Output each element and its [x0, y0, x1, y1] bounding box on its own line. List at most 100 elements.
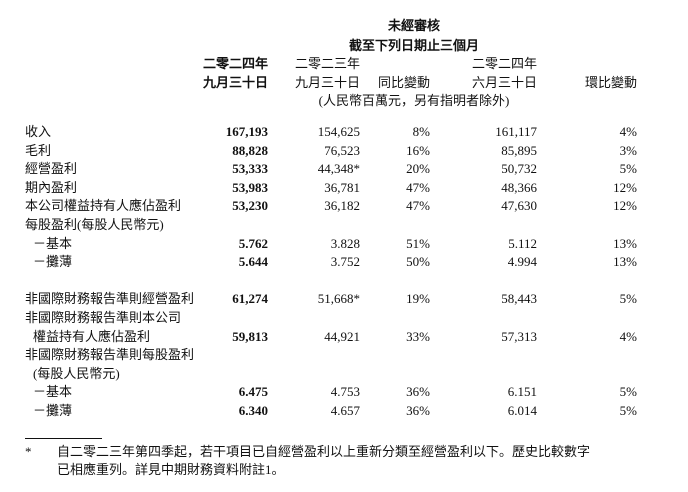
- row-label: 本公司權益持有人應佔盈利: [25, 198, 182, 214]
- table-row: 經營盈利 53,333 44,348* 20% 50,732 5%: [0, 161, 688, 179]
- cell-col2: 4.657: [330, 402, 360, 418]
- cell-col4: 47,630: [501, 198, 537, 214]
- cell-col2: 4.753: [330, 384, 360, 400]
- unaudited-heading: 未經審核: [387, 18, 441, 33]
- cell-col4: 6.014: [507, 402, 537, 418]
- row-label: 非國際財務報告準則經營盈利: [25, 291, 195, 307]
- cell-col5: 13%: [613, 254, 637, 270]
- cell-col3: 50%: [406, 254, 430, 270]
- cell-col1: 6.475: [238, 384, 268, 400]
- cell-col2: 36,781: [324, 179, 360, 195]
- col2-date: 九月三十日: [294, 75, 360, 90]
- footnote-line-1: 自二零二三年第四季起，若干項目已自經營盈利以上重新分類至經營盈利以下。歷史比較數…: [57, 444, 591, 459]
- cell-col2: 51,668*: [317, 291, 360, 307]
- row-label: 每股盈利(每股人民幣元): [25, 217, 164, 232]
- unit-note: (人民幣百萬元，另有指明者除外): [318, 93, 510, 108]
- cell-col1: 53,333: [232, 161, 268, 177]
- cell-col2: 154,625: [317, 124, 360, 139]
- table-row: (每股人民幣元): [0, 366, 688, 384]
- table-row: 期內盈利 53,983 36,781 47% 48,366 12%: [0, 180, 688, 198]
- cell-col3: 36%: [406, 384, 430, 400]
- cell-col4: 85,895: [501, 142, 537, 158]
- row-label: 收入: [25, 124, 52, 139]
- cell-col4: 6.151: [507, 384, 537, 400]
- table-row: －攤薄 5.644 3.752 50% 4.994 13%: [0, 254, 688, 272]
- row-label: (每股人民幣元): [33, 365, 120, 381]
- row-label: －攤薄: [33, 402, 73, 418]
- cell-col2: 44,348*: [317, 161, 360, 177]
- cell-col4: 48,366: [501, 179, 537, 195]
- cell-col2: 76,523: [324, 142, 360, 158]
- col2-year: 二零二三年: [294, 56, 360, 71]
- row-label: －攤薄: [33, 254, 73, 270]
- cell-col4: 161,117: [495, 124, 537, 139]
- cell-col1: 53,983: [232, 179, 268, 195]
- row-label: －基本: [33, 235, 73, 251]
- cell-col5: 5%: [619, 161, 637, 177]
- cell-col2: 3.828: [330, 235, 360, 251]
- cell-col1: 88,828: [232, 142, 268, 158]
- cell-col3: 47%: [406, 179, 430, 195]
- col5-header: 環比變動: [584, 75, 637, 90]
- cell-col3: 19%: [406, 291, 430, 307]
- footnote-marker: *: [25, 444, 32, 459]
- col4-date: 六月三十日: [471, 75, 537, 90]
- cell-col5: 13%: [613, 235, 637, 251]
- cell-col5: 12%: [613, 179, 637, 195]
- table-row: 權益持有人應佔盈利 59,813 44,921 33% 57,313 4%: [0, 329, 688, 347]
- cell-col2: 36,182: [324, 198, 360, 214]
- cell-col4: 5.112: [508, 235, 537, 251]
- col1-year: 二零二四年: [202, 56, 268, 71]
- period-heading: 截至下列日期止三個月: [348, 38, 480, 53]
- cell-col3: 8%: [412, 124, 430, 139]
- col3-header: 同比變動: [377, 75, 430, 90]
- cell-col1: 53,230: [232, 198, 268, 214]
- cell-col5: 5%: [619, 384, 637, 400]
- row-label: 毛利: [25, 142, 52, 158]
- table-row: 收入 167,193 154,625 8% 161,117 4%: [0, 124, 688, 142]
- row-label: 經營盈利: [25, 161, 78, 177]
- cell-col3: 33%: [406, 328, 430, 344]
- cell-col5: 5%: [619, 402, 637, 418]
- cell-col5: 5%: [619, 291, 637, 307]
- cell-col1: 167,193: [225, 124, 268, 139]
- table-row: 非國際財務報告準則每股盈利: [0, 347, 688, 365]
- cell-col3: 20%: [406, 161, 430, 177]
- cell-col4: 4.994: [507, 254, 537, 270]
- cell-col3: 16%: [406, 142, 430, 158]
- footnote-divider: [25, 438, 102, 439]
- cell-col3: 36%: [406, 402, 430, 418]
- row-label: 期內盈利: [25, 179, 78, 195]
- cell-col2: 44,921: [324, 328, 360, 344]
- col4-year: 二零二四年: [471, 56, 537, 71]
- row-label: －基本: [33, 384, 73, 400]
- cell-col1: 5.762: [238, 235, 268, 251]
- table-row: 毛利 88,828 76,523 16% 85,895 3%: [0, 143, 688, 161]
- cell-col5: 4%: [619, 124, 637, 139]
- row-label: 非國際財務報告準則每股盈利: [25, 347, 195, 363]
- cell-col4: 57,313: [501, 328, 537, 344]
- cell-col1: 5.644: [238, 254, 268, 270]
- row-label: 權益持有人應佔盈利: [33, 328, 151, 344]
- cell-col4: 58,443: [501, 291, 537, 307]
- table-row: －攤薄 6.340 4.657 36% 6.014 5%: [0, 403, 688, 421]
- row-label: 非國際財務報告準則本公司: [25, 309, 182, 325]
- cell-col1: 6.340: [238, 402, 268, 418]
- cell-col5: 3%: [619, 142, 637, 158]
- cell-col1: 59,813: [232, 328, 268, 344]
- table-row: 本公司權益持有人應佔盈利 53,230 36,182 47% 47,630 12%: [0, 198, 688, 216]
- cell-col5: 12%: [613, 198, 637, 214]
- cell-col1: 61,274: [232, 291, 268, 307]
- cell-col2: 3.752: [330, 254, 360, 270]
- footnote-line-2: 已相應重列。詳見中期財務資料附註1。: [57, 462, 285, 477]
- table-row: 非國際財務報告準則本公司: [0, 310, 688, 328]
- table-row: －基本 5.762 3.828 51% 5.112 13%: [0, 236, 688, 254]
- cell-col4: 50,732: [501, 161, 537, 177]
- cell-col5: 4%: [619, 328, 637, 344]
- cell-col3: 51%: [406, 235, 430, 251]
- table-row: 每股盈利(每股人民幣元): [0, 217, 688, 235]
- table-row: 非國際財務報告準則經營盈利 61,274 51,668* 19% 58,443 5%: [0, 291, 688, 309]
- cell-col3: 47%: [406, 198, 430, 214]
- table-row: －基本 6.475 4.753 36% 6.151 5%: [0, 384, 688, 402]
- col1-date: 九月三十日: [202, 75, 268, 90]
